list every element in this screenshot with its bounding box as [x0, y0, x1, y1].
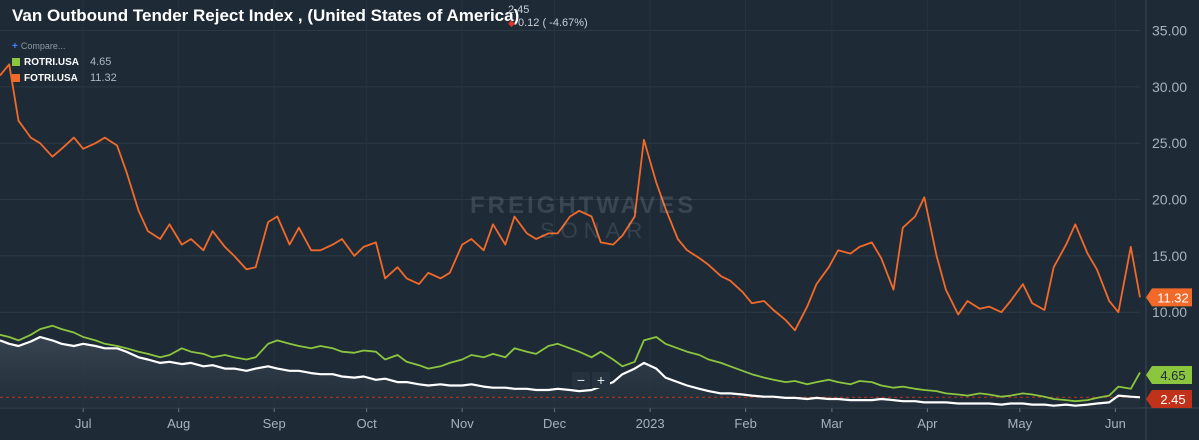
zoom-out-button[interactable]: −	[572, 372, 590, 388]
y-tick-label: 25.00	[1152, 135, 1187, 151]
x-tick-label: 2023	[636, 416, 665, 431]
last-value-badge: 4.65	[1146, 366, 1192, 384]
legend-series-name: FOTRI.USA	[24, 72, 78, 84]
van-line	[0, 335, 1141, 407]
zoom-controls: − +	[572, 372, 610, 388]
x-tick-label: Mar	[821, 416, 844, 431]
x-tick-label: Apr	[917, 416, 938, 431]
x-tick-label: May	[1008, 416, 1033, 431]
x-tick-label: Nov	[451, 416, 475, 431]
legend: + Compare... ROTRI.USA 4.65 FOTRI.USA 11…	[12, 38, 117, 86]
down-diamond-icon: ◆	[508, 18, 515, 28]
y-tick-label: 10.00	[1152, 304, 1187, 320]
badge-shape	[1146, 390, 1192, 408]
y-tick-label: 15.00	[1152, 248, 1187, 264]
legend-item-fotri[interactable]: FOTRI.USA 11.32	[12, 70, 117, 86]
y-tick-label: 35.00	[1152, 23, 1187, 39]
badge-value-label: 11.32	[1157, 290, 1189, 305]
x-tick-label: Aug	[167, 416, 190, 431]
legend-series-value: 11.32	[90, 72, 117, 84]
header-value-block: 2.45 ◆ 0.12 ( -4.67%)	[508, 4, 588, 30]
badge-value-label: 2.45	[1160, 392, 1185, 407]
x-tick-label: Feb	[734, 416, 756, 431]
change-text: 0.12 ( -4.67%)	[517, 17, 588, 29]
change-readout: ◆ 0.12 ( -4.67%)	[508, 17, 588, 30]
badge-shape	[1146, 366, 1192, 384]
legend-item-rotri[interactable]: ROTRI.USA 4.65	[12, 54, 117, 70]
x-tick-label: Dec	[543, 416, 567, 431]
x-tick-label: Jul	[75, 416, 92, 431]
legend-series-value: 4.65	[90, 56, 112, 68]
legend-series-name: ROTRI.USA	[24, 56, 79, 68]
legend-swatch	[12, 58, 20, 66]
y-tick-label: 20.00	[1152, 192, 1187, 208]
watermark-freightwaves: FREIGHTWAVES	[470, 192, 697, 219]
x-tick-label: Sep	[263, 416, 286, 431]
compare-button[interactable]: + Compare...	[12, 38, 117, 54]
plus-icon: +	[12, 40, 18, 52]
watermark-sonar: SONAR	[540, 218, 649, 243]
zoom-in-button[interactable]: +	[592, 372, 610, 388]
last-value-badge: 2.45	[1146, 390, 1192, 408]
rotri-line	[0, 324, 1141, 403]
compare-label: Compare...	[20, 41, 66, 51]
last-value: 2.45	[508, 4, 530, 16]
badge-shape	[1146, 288, 1192, 307]
x-tick-label: Oct	[357, 416, 378, 431]
x-tick-label: Jun	[1105, 416, 1126, 431]
legend-swatch	[12, 74, 20, 82]
fotri-line	[0, 63, 1141, 332]
y-tick-label: 30.00	[1152, 79, 1187, 95]
chart-title: Van Outbound Tender Reject Index , (Unit…	[12, 6, 520, 25]
van-area-fill	[0, 337, 1140, 408]
last-value-badge: 11.32	[1146, 288, 1192, 307]
badge-value-label: 4.65	[1160, 368, 1185, 383]
